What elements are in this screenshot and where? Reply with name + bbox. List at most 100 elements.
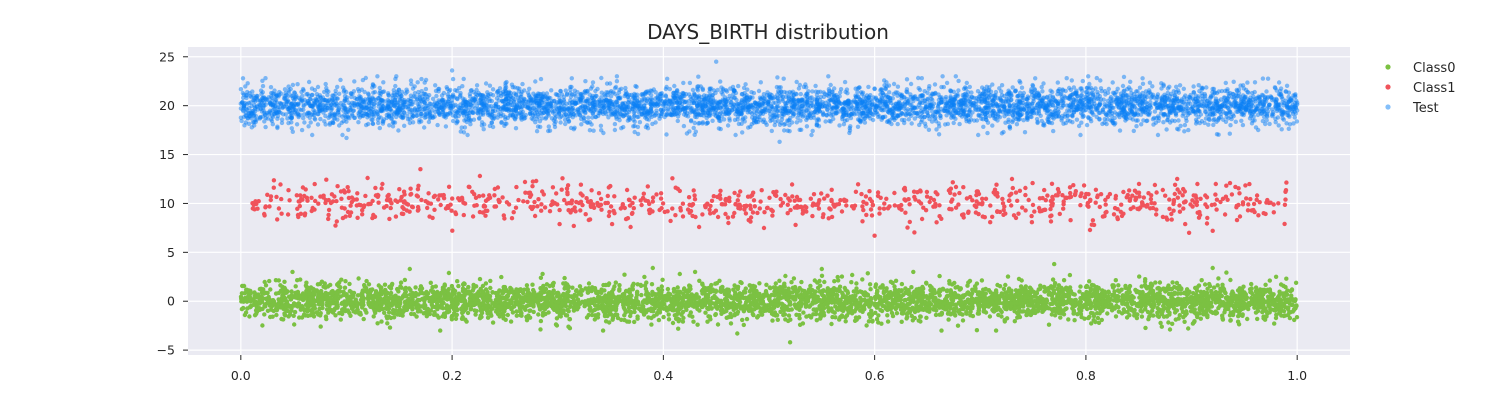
point — [1220, 317, 1226, 322]
point — [673, 213, 678, 218]
point — [878, 301, 884, 306]
point — [902, 298, 907, 303]
point — [952, 280, 957, 286]
point — [274, 194, 279, 200]
point — [1258, 287, 1263, 292]
point — [890, 304, 895, 310]
point — [1066, 317, 1071, 322]
point — [527, 302, 533, 308]
point — [777, 278, 782, 283]
point — [1294, 303, 1299, 309]
point — [650, 265, 655, 271]
point — [959, 294, 964, 299]
point — [421, 296, 426, 301]
point — [331, 307, 336, 313]
point — [852, 309, 857, 314]
point — [875, 288, 880, 293]
point — [774, 313, 780, 318]
point — [500, 290, 505, 296]
point — [843, 319, 848, 324]
point — [1252, 302, 1257, 307]
point — [658, 191, 664, 196]
point — [396, 310, 402, 315]
point — [584, 196, 589, 201]
point — [279, 211, 284, 216]
point — [624, 187, 630, 193]
point — [691, 188, 696, 193]
point — [599, 207, 604, 212]
point — [1181, 315, 1186, 320]
point — [343, 279, 348, 284]
point — [1004, 292, 1010, 298]
point — [709, 198, 715, 203]
point — [654, 304, 659, 309]
point — [662, 209, 667, 215]
point — [471, 282, 476, 288]
point — [902, 304, 908, 310]
point — [715, 214, 721, 220]
point — [1189, 304, 1195, 310]
point — [1121, 296, 1127, 301]
point — [324, 316, 329, 322]
point — [1284, 276, 1289, 281]
point — [295, 278, 300, 283]
point — [377, 300, 382, 305]
point — [567, 304, 573, 309]
point — [546, 302, 551, 307]
point — [540, 271, 545, 277]
point — [590, 297, 595, 303]
point — [1093, 187, 1099, 192]
point — [456, 283, 461, 289]
point — [509, 216, 515, 221]
point — [1052, 313, 1058, 318]
point — [538, 327, 543, 332]
point — [1205, 286, 1210, 291]
point — [1017, 305, 1022, 310]
point — [659, 284, 664, 289]
point — [349, 301, 354, 306]
point — [926, 296, 931, 302]
point — [937, 299, 943, 304]
point — [387, 301, 392, 306]
point — [499, 301, 505, 306]
point — [1041, 299, 1046, 305]
point — [743, 286, 748, 291]
point — [918, 303, 924, 308]
point — [1243, 292, 1249, 297]
point — [1281, 309, 1287, 314]
point — [603, 319, 609, 324]
point — [1023, 192, 1028, 198]
point — [1048, 219, 1054, 224]
point — [873, 284, 878, 289]
point — [924, 315, 929, 320]
point — [485, 208, 490, 213]
point — [292, 322, 297, 327]
point — [808, 196, 813, 201]
point — [607, 306, 613, 311]
point — [785, 211, 790, 216]
point — [592, 286, 598, 291]
point — [260, 323, 265, 328]
point — [873, 296, 878, 302]
point — [879, 308, 885, 314]
point — [425, 205, 430, 211]
point — [953, 285, 958, 290]
point — [1249, 295, 1254, 301]
point — [481, 296, 487, 301]
point — [577, 284, 583, 289]
point — [622, 306, 627, 312]
point — [551, 280, 556, 286]
point — [289, 305, 294, 311]
point — [944, 304, 950, 310]
point — [373, 289, 379, 294]
point — [918, 298, 924, 304]
point — [790, 290, 795, 295]
point — [980, 200, 985, 206]
point — [1207, 281, 1212, 287]
point — [894, 311, 900, 316]
point — [970, 296, 975, 302]
point — [293, 290, 298, 295]
point — [983, 310, 989, 315]
point — [538, 275, 544, 280]
point — [289, 289, 294, 294]
